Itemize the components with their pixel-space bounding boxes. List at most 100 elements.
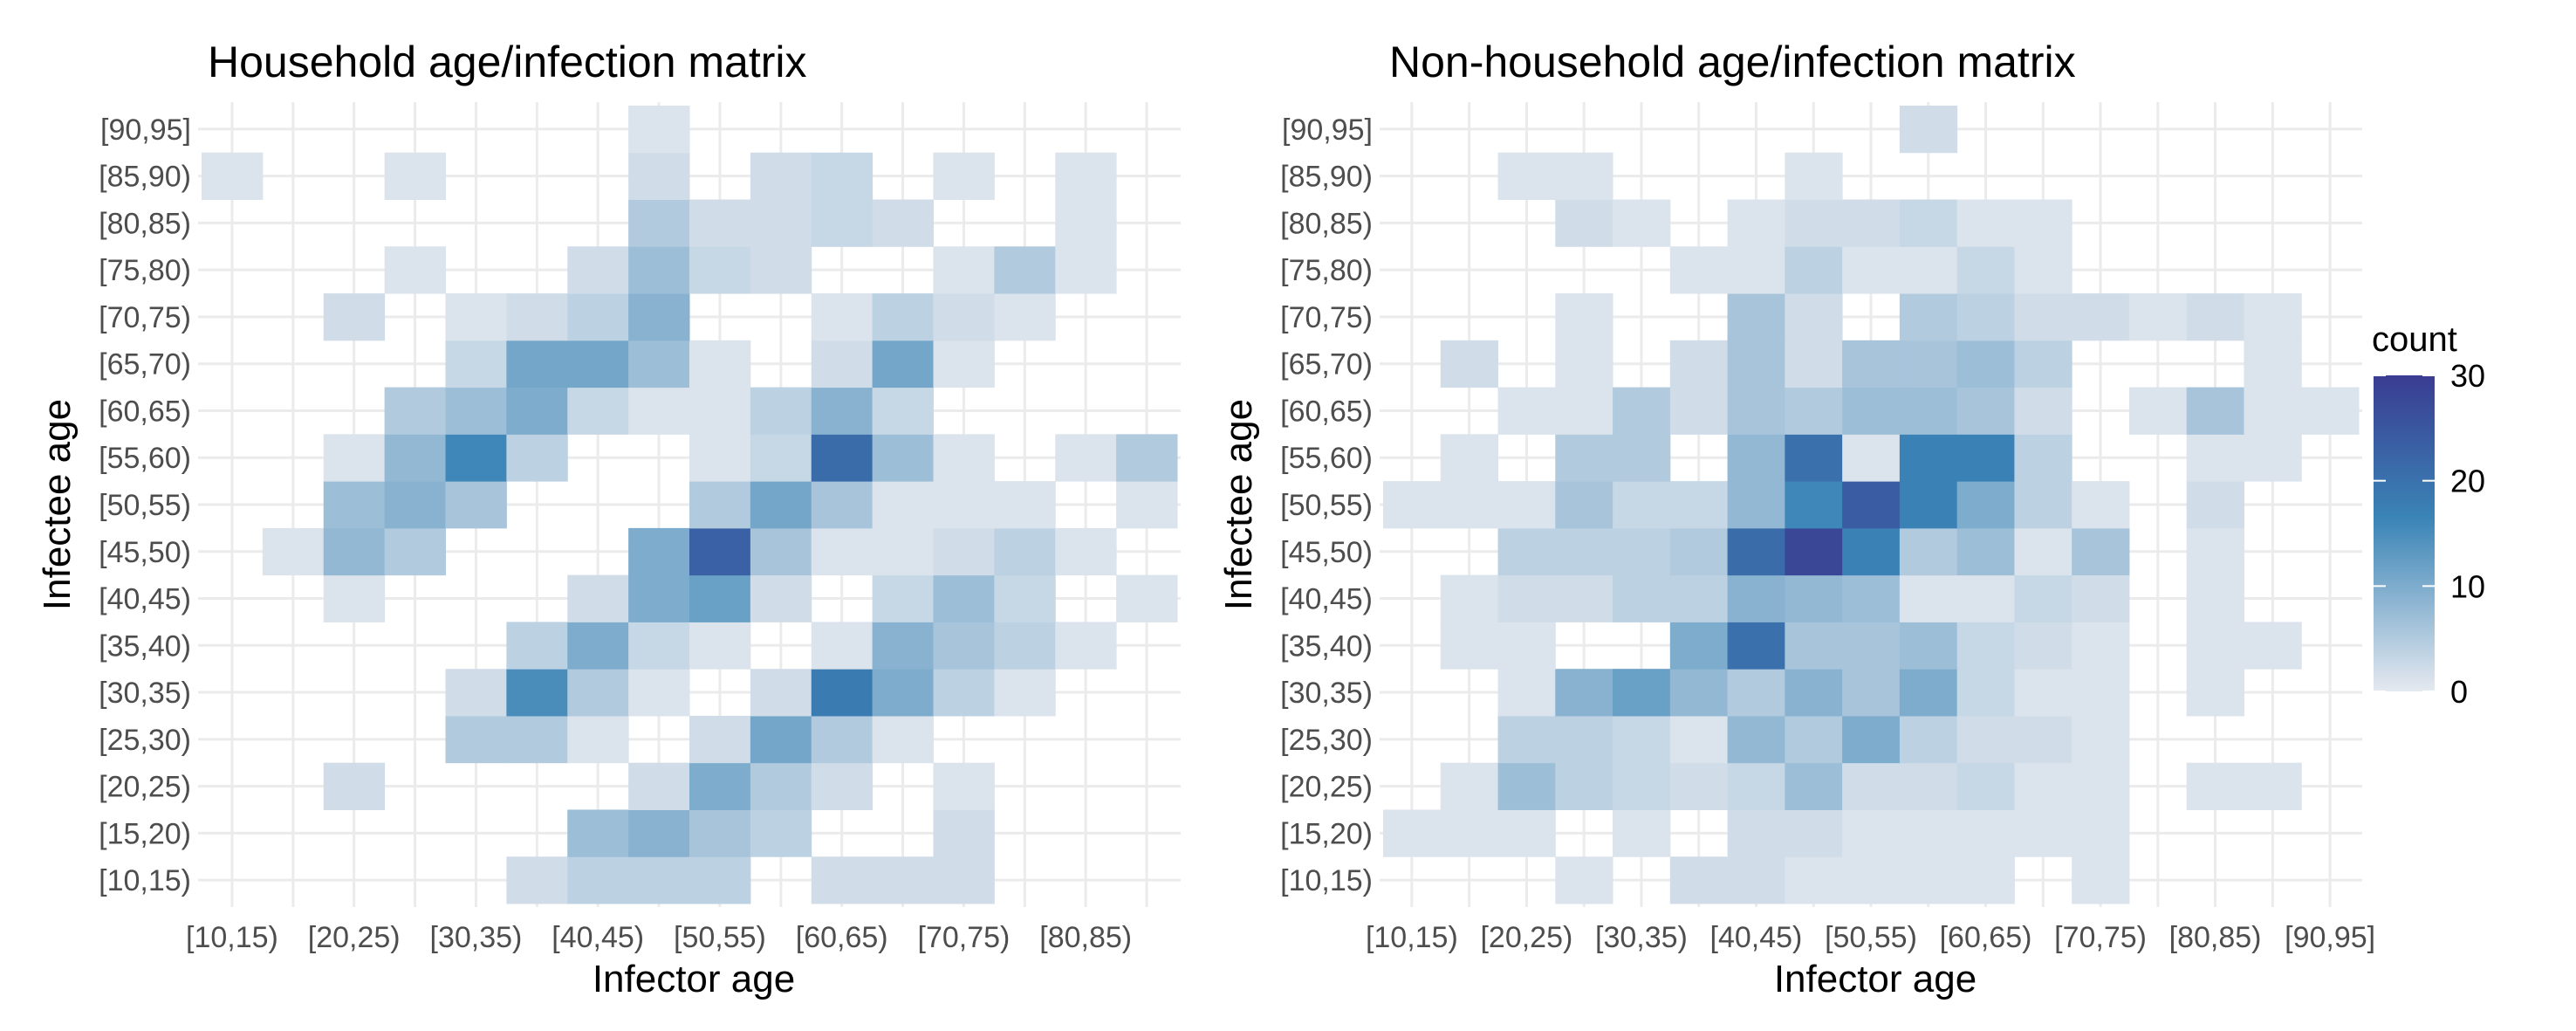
heatmap-cell [811,715,874,764]
heatmap-cell [2244,340,2302,388]
heatmap-cell [567,669,629,717]
x-tick-label: [10,15) [1366,921,1458,954]
heatmap-cell [628,574,690,622]
heatmap-cell [1899,340,1958,388]
heatmap-cell [1555,669,1613,717]
heatmap-cell [2014,481,2072,529]
heatmap-cell [689,481,751,529]
heatmap-cell [811,762,874,810]
legend-tick-label: 10 [2450,568,2485,604]
heatmap-cell [750,199,812,247]
heatmap-cell [1497,527,1556,576]
heatmap-cell [1899,622,1958,670]
heatmap-cell [933,434,995,482]
heatmap-cell [1899,199,1958,247]
heatmap-cell [872,481,934,529]
heatmap-cell [872,856,934,904]
x-tick-label: [50,55) [1825,921,1917,954]
heatmap-cell [628,387,690,435]
heatmap-cell [567,246,629,294]
heatmap-cell [445,340,507,388]
heatmap-cell [1669,574,1729,622]
heatmap-cell [567,622,629,670]
y-tick-label: [25,30) [1280,724,1373,757]
legend-title: count [2372,320,2457,359]
heatmap-cell [2014,715,2072,764]
y-tick-label: [20,25) [99,771,191,804]
heatmap-cell [567,715,629,764]
heatmap-cell [994,574,1056,622]
heatmap-cell [2186,622,2244,670]
heatmap-cell [1727,856,1785,904]
legend-tick-label: 0 [2450,674,2468,710]
heatmap-cell [445,387,507,435]
heatmap-cell [811,527,874,576]
heatmap-cell [506,293,568,341]
heatmap-cell [2014,199,2072,247]
heatmap-cell [1727,622,1785,670]
heatmap-cell [1440,622,1499,670]
heatmap-cell [872,574,934,622]
heatmap-cell [1669,527,1729,576]
heatmap-cell [2186,574,2244,622]
heatmap-cell [323,293,386,341]
heatmap-cell [1842,856,1901,904]
heatmap-cell [1842,434,1901,482]
heatmap-cell [1785,715,1843,764]
x-axis-title: Infector age [593,958,795,1000]
y-tick-label: [80,85) [99,207,191,240]
heatmap-cell [1842,622,1901,670]
heatmap-cell [750,481,812,529]
heatmap-cell [933,622,995,670]
heatmap-cell [1440,340,1499,388]
heatmap-cell [628,762,690,810]
heatmap-cell [2014,762,2072,810]
heatmap-cell [2186,481,2244,529]
y-tick-label: [45,50) [1280,536,1373,569]
heatmap-cell [1613,809,1671,857]
heatmap-cell [1842,809,1901,857]
heatmap-cell [1613,387,1671,435]
axis-ticks: [10,15) [20,25) [30,35) [40,45) [50,55) [60,6… [99,113,1132,954]
heatmap-cell [689,527,751,576]
heatmap-cell [1785,199,1843,247]
heatmap-cell [506,434,568,482]
heatmap-cell [750,527,812,576]
heatmap-cell [323,574,386,622]
heatmap-cell [2244,293,2302,341]
heatmap-cell [1440,762,1499,810]
heatmap-cell [1555,199,1613,247]
heatmap-cell [1497,481,1556,529]
heatmap-cell [1669,856,1729,904]
heatmap-cell [1785,527,1843,576]
heatmap-cell [872,434,934,482]
x-tick-label: [30,35) [1595,921,1688,954]
heatmap-cell [1899,669,1958,717]
heatmap-cell [1899,527,1958,576]
heatmap-cell [689,856,751,904]
heatmap-cell [750,574,812,622]
heatmap-cell [384,481,446,529]
heatmap-cell [2014,669,2072,717]
heatmap-cell [1497,669,1556,717]
heatmap-cell [2014,246,2072,294]
heatmap-cell [1899,574,1958,622]
chart-title: Non-household age/infection matrix [1389,38,2076,86]
heatmap-cell [933,669,995,717]
heatmap-cell [689,387,751,435]
heatmap-cell [1055,152,1117,201]
heatmap-cell [1555,715,1613,764]
heatmap-cell [1613,715,1671,764]
heatmap-cell [811,434,874,482]
heatmap-cell [1727,199,1785,247]
heatmap-cell [1899,809,1958,857]
heatmap-cell [1899,293,1958,341]
x-tick-label: [80,85) [2169,921,2262,954]
heatmap-cell [689,340,751,388]
heatmap-cell [2072,809,2130,857]
heatmap-cell [933,481,995,529]
heatmap-cell [1899,481,1958,529]
heatmap-cell [2244,434,2302,482]
heatmap-cell [1613,527,1671,576]
heatmap-cell [1899,762,1958,810]
